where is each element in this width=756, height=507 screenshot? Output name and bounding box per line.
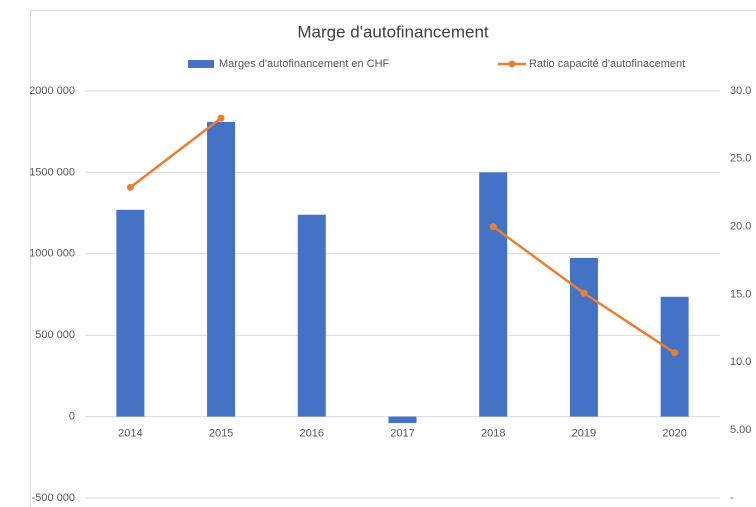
bar bbox=[569, 257, 598, 417]
line-marker bbox=[671, 349, 679, 357]
x-tick-label: 2016 bbox=[300, 428, 324, 440]
y2-tick-label: 20.0 bbox=[730, 221, 751, 233]
y2-tick-label: 25.0 bbox=[730, 153, 751, 165]
line-marker bbox=[489, 223, 497, 231]
x-tick-label: 2018 bbox=[481, 428, 505, 440]
line-marker bbox=[580, 289, 588, 297]
y2-tick-label: 5.00 bbox=[730, 424, 751, 436]
x-tick-label: 2015 bbox=[209, 428, 233, 440]
x-tick-label: 2020 bbox=[662, 428, 686, 440]
y2-tick-label: - bbox=[730, 492, 734, 504]
chart-frame bbox=[30, 10, 756, 507]
y-tick-label: 0 bbox=[69, 411, 75, 423]
x-tick-label: 2017 bbox=[390, 428, 414, 440]
y2-tick-label: 15.0 bbox=[730, 288, 751, 300]
y-tick-label: 500 000 bbox=[35, 329, 75, 341]
legend-swatch bbox=[508, 60, 516, 68]
y-tick-label: 2000 000 bbox=[29, 85, 75, 97]
x-tick-label: 2019 bbox=[572, 428, 596, 440]
y-tick-label: 1500 000 bbox=[29, 166, 75, 178]
bar bbox=[479, 172, 508, 417]
bar bbox=[297, 214, 326, 417]
legend-swatch bbox=[188, 60, 214, 68]
line-marker bbox=[126, 183, 134, 191]
y-tick-label: -500 000 bbox=[32, 492, 75, 504]
y-tick-label: 1000 000 bbox=[29, 248, 75, 260]
legend-label: Ratio capacité d'autofinacement bbox=[529, 58, 685, 70]
bar bbox=[660, 296, 689, 417]
legend-label: Marges d'autofinancement en CHF bbox=[219, 58, 390, 70]
y2-tick-label: 30.0 bbox=[730, 85, 751, 97]
x-tick-label: 2014 bbox=[118, 428, 142, 440]
bar bbox=[388, 416, 417, 424]
y2-tick-label: 10.0 bbox=[730, 356, 751, 368]
bar bbox=[207, 121, 236, 417]
line-marker bbox=[217, 114, 225, 122]
chart-title: Marge d'autofinancement bbox=[297, 22, 489, 41]
bar bbox=[116, 209, 145, 417]
